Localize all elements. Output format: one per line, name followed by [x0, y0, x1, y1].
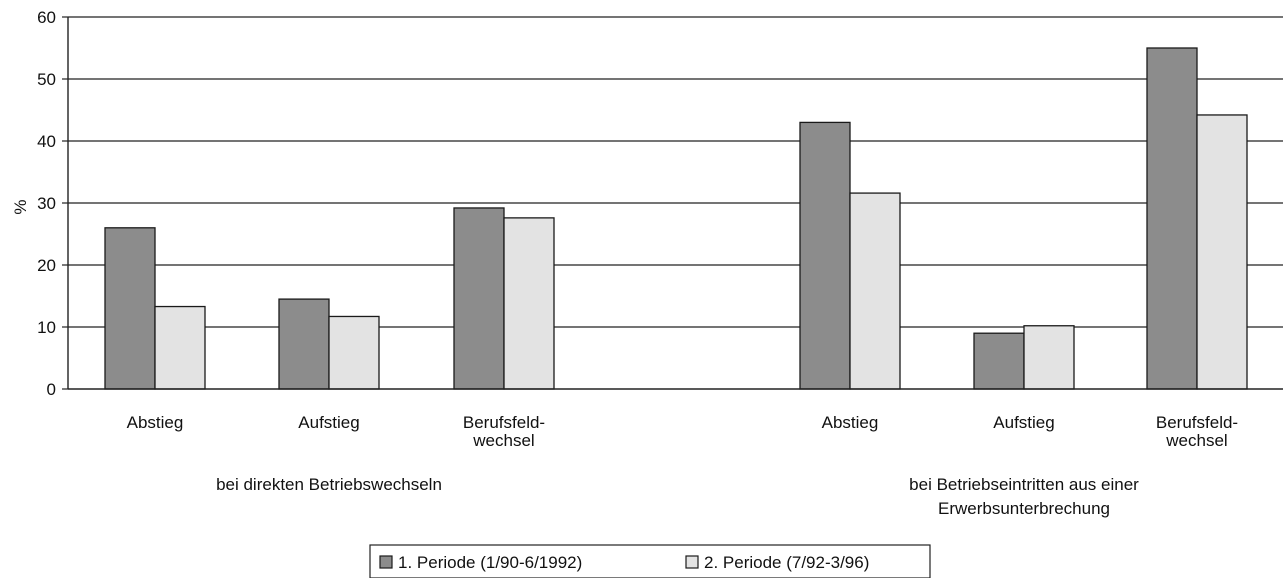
y-tick-label: 10 [37, 318, 56, 337]
group-label: Erwerbsunterbrechung [938, 499, 1110, 518]
legend: 1. Periode (1/90-6/1992) 2. Periode (7/92… [369, 544, 931, 578]
x-category-label: wechsel [1165, 431, 1227, 450]
bars [104, 47, 1248, 390]
bar-series2-cat1 [154, 305, 206, 390]
legend-label: 1. Periode (1/90-6/1992) [398, 553, 582, 572]
bar-series2-cat6 [1196, 114, 1248, 390]
gridlines [68, 16, 1283, 328]
y-tick-label: 50 [37, 70, 56, 89]
x-category-label: Berufsfeld- [463, 413, 545, 432]
labels: 0 10 20 30 40 50 60% Abstieg Aufstieg Berufsfeld-… [11, 8, 1238, 518]
bar-series1-cat2 [278, 298, 330, 390]
y-tick-label: 20 [37, 256, 56, 275]
bar-series2-cat2 [328, 315, 380, 390]
bar-series1-cat3 [453, 207, 505, 390]
y-tick-label: 60 [37, 8, 56, 27]
y-axis-label: % [11, 199, 30, 214]
bar-series1-cat5 [973, 332, 1025, 390]
bar-series1-cat6 [1146, 47, 1198, 390]
bar-series1-cat4 [799, 121, 851, 390]
y-tick-label: 0 [47, 380, 56, 399]
legend-label: 2. Periode (7/92-3/96) [704, 553, 869, 572]
x-category-label: Abstieg [822, 413, 879, 432]
x-category-label: Aufstieg [298, 413, 359, 432]
axes [62, 16, 1283, 390]
bar-series1-cat1 [104, 227, 156, 390]
x-category-label: Berufsfeld- [1156, 413, 1238, 432]
bar-series2-cat4 [849, 192, 901, 390]
x-category-label: Abstieg [127, 413, 184, 432]
bar-series2-cat3 [503, 217, 555, 390]
legend-swatch [379, 555, 393, 569]
bar-series2-cat5 [1023, 325, 1075, 390]
group-label: bei Betriebseintritten aus einer [909, 475, 1139, 494]
legend-swatch [685, 555, 699, 569]
group-label: bei direkten Betriebswechseln [216, 475, 442, 494]
x-category-label: Aufstieg [993, 413, 1054, 432]
legend-box [369, 544, 931, 578]
y-tick-label: 40 [37, 132, 56, 151]
y-tick-label: 30 [37, 194, 56, 213]
x-category-label: wechsel [472, 431, 534, 450]
